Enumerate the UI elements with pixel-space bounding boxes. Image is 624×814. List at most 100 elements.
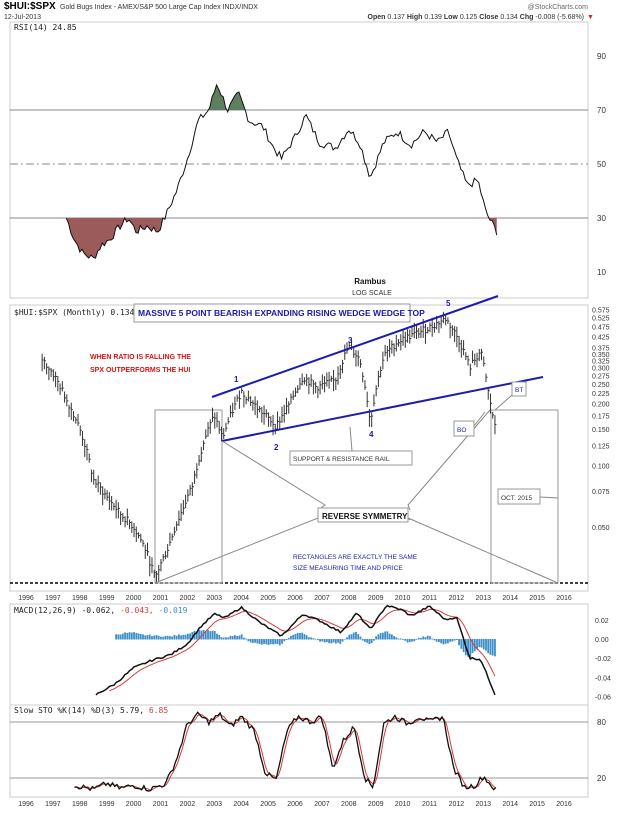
- x-axis-year-label: 2014: [502, 801, 518, 808]
- macd-histogram-bar: [117, 634, 120, 640]
- macd-histogram-bar: [319, 639, 322, 642]
- x-axis-year-label: 2015: [529, 801, 545, 808]
- macd-histogram-bar: [415, 639, 418, 640]
- macd-histogram-bar: [265, 639, 268, 645]
- macd-histogram-bar: [166, 635, 169, 640]
- macd-histogram-bar: [209, 631, 212, 640]
- macd-histogram-bar: [352, 632, 355, 640]
- macd-histogram-bar: [238, 635, 241, 640]
- macd-histogram-bar: [229, 635, 232, 640]
- x-axis-year-label: 2007: [314, 801, 330, 808]
- x-axis-year-label: 2000: [126, 595, 142, 602]
- x-axis-year-label: 2007: [314, 595, 330, 602]
- macd-histogram-bar: [469, 639, 472, 658]
- macd-histogram-bar: [139, 633, 142, 640]
- x-axis-year-label: 2012: [449, 801, 465, 808]
- macd-histogram-bar: [440, 639, 443, 644]
- x-axis-year-label: 2010: [395, 595, 411, 602]
- macd-histogram-bar: [283, 639, 286, 642]
- x-axis-year-label: 2004: [233, 595, 249, 602]
- macd-histogram-bar: [328, 639, 330, 644]
- x-axis-year-label: 2001: [153, 595, 169, 602]
- macd-histogram-bar: [133, 632, 135, 640]
- macd-histogram-bar: [155, 635, 158, 640]
- macd-histogram-bar: [476, 639, 478, 650]
- macd-histogram-bar: [305, 635, 308, 640]
- macd-histogram-bar: [346, 637, 348, 640]
- macd-histogram-bar: [207, 629, 209, 640]
- macd-histogram-bar: [357, 634, 360, 640]
- x-axis-year-label: 2013: [476, 595, 492, 602]
- macd-histogram-bar: [364, 639, 366, 642]
- macd-histogram-bar: [435, 639, 438, 642]
- x-axis-year-label: 2009: [368, 595, 384, 602]
- macd-histogram-bar: [180, 635, 183, 640]
- wedge-point-5: 5: [446, 299, 451, 308]
- macd-histogram-bar: [157, 635, 160, 640]
- rsi-panel: [9, 21, 589, 299]
- x-axis-year-label: 2016: [556, 801, 572, 808]
- macd-histogram-bar: [491, 639, 494, 656]
- macd-histogram-bar: [384, 631, 387, 640]
- macd-histogram-bar: [285, 639, 288, 640]
- rectangles-note-line1: RECTANGLES ARE EXACTLY THE SAME: [293, 554, 418, 561]
- macd-histogram-bar: [321, 639, 324, 642]
- macd-histogram-bar: [128, 632, 131, 640]
- chart-symbol: $HUI:$SPX: [4, 1, 56, 12]
- x-axis-year-label: 2006: [287, 595, 303, 602]
- wedge-upper-trendline: [211, 295, 499, 398]
- macd-histogram-bar: [148, 634, 151, 640]
- x-axis-year-label: 2000: [126, 801, 142, 808]
- macd-histogram-bar: [294, 634, 297, 640]
- macd-histogram-bar: [337, 639, 339, 643]
- x-axis-year-label: 2008: [341, 595, 357, 602]
- x-axis-year-label: 2009: [368, 801, 384, 808]
- rsi-overbought-fill: [66, 84, 497, 110]
- macd-histogram-bar: [379, 633, 382, 640]
- macd-histogram-bar: [420, 637, 422, 640]
- macd-histogram-bar: [211, 630, 214, 640]
- down-arrow-icon: ▼: [587, 14, 594, 21]
- macd-histogram-bar: [254, 639, 256, 643]
- x-axis-year-label: 1998: [72, 801, 88, 808]
- price-tick-label: 0.475: [592, 325, 610, 332]
- oct-2015-box: [497, 488, 541, 505]
- macd-histogram-bar: [408, 639, 411, 643]
- x-axis-year-label: 2010: [395, 801, 411, 808]
- macd-histogram-bar: [216, 633, 218, 640]
- price-tick-label: 0.375: [592, 346, 610, 353]
- price-tick-label: 0.250: [592, 382, 610, 389]
- macd-histogram-bar: [296, 632, 299, 640]
- macd-histogram-bar: [260, 639, 263, 645]
- macd-histogram-bar: [462, 639, 465, 653]
- macd-histogram-bar: [399, 638, 402, 640]
- rsi-tick-label: 10: [597, 268, 606, 277]
- macd-histogram-bar: [234, 635, 236, 640]
- macd-histogram-bar: [451, 639, 454, 642]
- price-tick-label: 0.050: [592, 525, 610, 532]
- macd-histogram-bar: [218, 634, 221, 640]
- macd-histogram-bar: [258, 639, 261, 645]
- macd-histogram-bar: [343, 638, 346, 640]
- ohlc-readout: Open 0.137 High 0.139 Low 0.125 Close 0.…: [368, 14, 584, 21]
- macd-histogram-bar: [240, 634, 243, 640]
- macd-line: [95, 604, 496, 696]
- macd-histogram-bar: [390, 634, 393, 640]
- x-axis-year-label: 2002: [180, 801, 196, 808]
- macd-histogram-bar: [290, 635, 292, 640]
- macd-histogram-bar: [404, 639, 407, 641]
- macd-tick-label: 0.00: [595, 637, 609, 644]
- macd-histogram-bar: [231, 635, 234, 640]
- macd-histogram-bar: [301, 632, 304, 640]
- macd-histogram-bar: [312, 638, 315, 640]
- macd-histogram-bar: [444, 639, 447, 644]
- x-axis-year-label: 2008: [341, 801, 357, 808]
- macd-histogram-bar: [153, 635, 156, 640]
- macd-histogram-bar: [144, 635, 147, 640]
- macd-histogram-bar: [417, 637, 420, 640]
- macd-histogram-bar: [368, 639, 371, 644]
- x-axis-year-label: 2013: [476, 801, 492, 808]
- x-axis-year-label: 2004: [233, 801, 249, 808]
- macd-histogram-bar: [433, 639, 436, 641]
- wedge-point-4: 4: [369, 430, 374, 439]
